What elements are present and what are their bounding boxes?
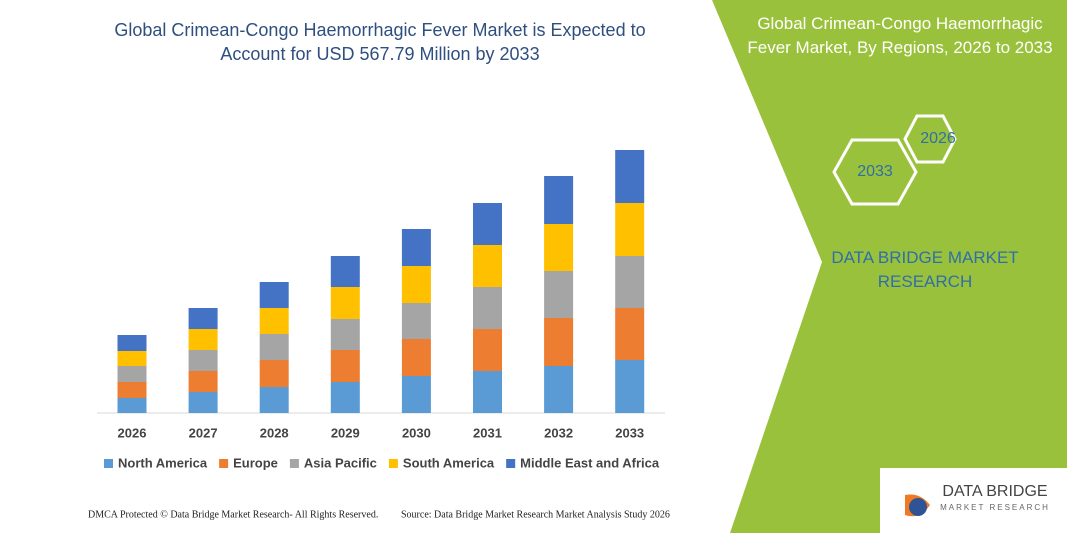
- bar-segment: [259, 334, 289, 360]
- bar-segment: [401, 376, 431, 413]
- bar-segment: [330, 319, 360, 350]
- x-tick-label: 2031: [473, 425, 502, 440]
- x-tick-label: 2027: [189, 425, 218, 440]
- bar-segment: [117, 398, 147, 413]
- hexagon: [832, 138, 918, 206]
- bar-segment: [117, 366, 147, 382]
- legend-label: Middle East and Africa: [520, 455, 660, 470]
- bar-segment: [401, 303, 431, 339]
- bar-segment: [188, 350, 218, 371]
- x-tick-label: 2029: [331, 425, 360, 440]
- x-tick-label: 2032: [544, 425, 573, 440]
- bar-segment: [473, 329, 502, 371]
- bar-segment: [473, 371, 502, 413]
- bar-segment: [615, 360, 645, 413]
- x-tick-label: 2026: [118, 425, 147, 440]
- hexagon: [903, 114, 957, 164]
- hex-label: 2026: [920, 130, 956, 147]
- bar-segment: [615, 203, 645, 256]
- bar-segment: [117, 382, 147, 398]
- side-title: Global Crimean-Congo Haemorrhagic Fever …: [747, 14, 1053, 57]
- x-tick-label: 2030: [402, 425, 431, 440]
- legend-label: North America: [118, 455, 208, 470]
- bar-segment: [188, 329, 218, 350]
- legend-swatch: [388, 459, 398, 468]
- bar-segment: [330, 382, 360, 413]
- bar-segment: [615, 256, 645, 308]
- legend-label: Europe: [233, 455, 278, 470]
- legend-swatch: [219, 459, 229, 468]
- bar-segment: [473, 203, 502, 245]
- bar-segment: [473, 245, 502, 287]
- bar-segment: [473, 287, 502, 329]
- bar-segment: [401, 266, 431, 303]
- bar-segment: [259, 360, 289, 387]
- bar-segment: [117, 335, 147, 351]
- bar-segment: [544, 318, 574, 366]
- bar-segment: [615, 150, 645, 203]
- bar-segment: [259, 387, 289, 413]
- legend-label: Asia Pacific: [304, 455, 377, 470]
- bar-segment: [615, 308, 645, 360]
- logo-tagline: MARKET RESEARCH: [940, 503, 1050, 512]
- bar-segment: [117, 351, 147, 366]
- x-tick-label: 2033: [615, 425, 644, 440]
- footer-right: Source: Data Bridge Market Research Mark…: [401, 509, 670, 520]
- bar-segment: [330, 287, 360, 319]
- legend-swatch: [506, 459, 516, 468]
- x-tick-label: 2028: [260, 425, 289, 440]
- bar-segment: [188, 308, 218, 329]
- logo-name: DATA BRIDGE: [942, 483, 1047, 500]
- bar-segment: [544, 224, 574, 271]
- bar-segment: [544, 271, 574, 318]
- bar-segment: [188, 392, 218, 413]
- bar-segment: [544, 366, 574, 413]
- bar-segment: [259, 308, 289, 334]
- legend-label: South America: [403, 455, 495, 470]
- bar-segment: [188, 371, 218, 392]
- hex-label: 2033: [857, 163, 893, 180]
- bar-segment: [401, 229, 431, 266]
- bar-segment: [330, 256, 360, 287]
- bar-segment: [259, 282, 289, 308]
- brand: DATA BRIDGE MARKET RESEARCH: [831, 248, 1019, 291]
- bar-segment: [544, 176, 574, 224]
- logo-mark: [909, 498, 927, 516]
- bar-segment: [401, 339, 431, 376]
- footer-left: DMCA Protected © Data Bridge Market Rese…: [88, 509, 378, 520]
- legend-swatch: [289, 459, 299, 468]
- bar-segment: [330, 350, 360, 382]
- legend-swatch: [104, 459, 113, 468]
- chart-title: Global Crimean-Congo Haemorrhagic Fever …: [114, 20, 646, 64]
- side-panel-bg: [712, 0, 1067, 533]
